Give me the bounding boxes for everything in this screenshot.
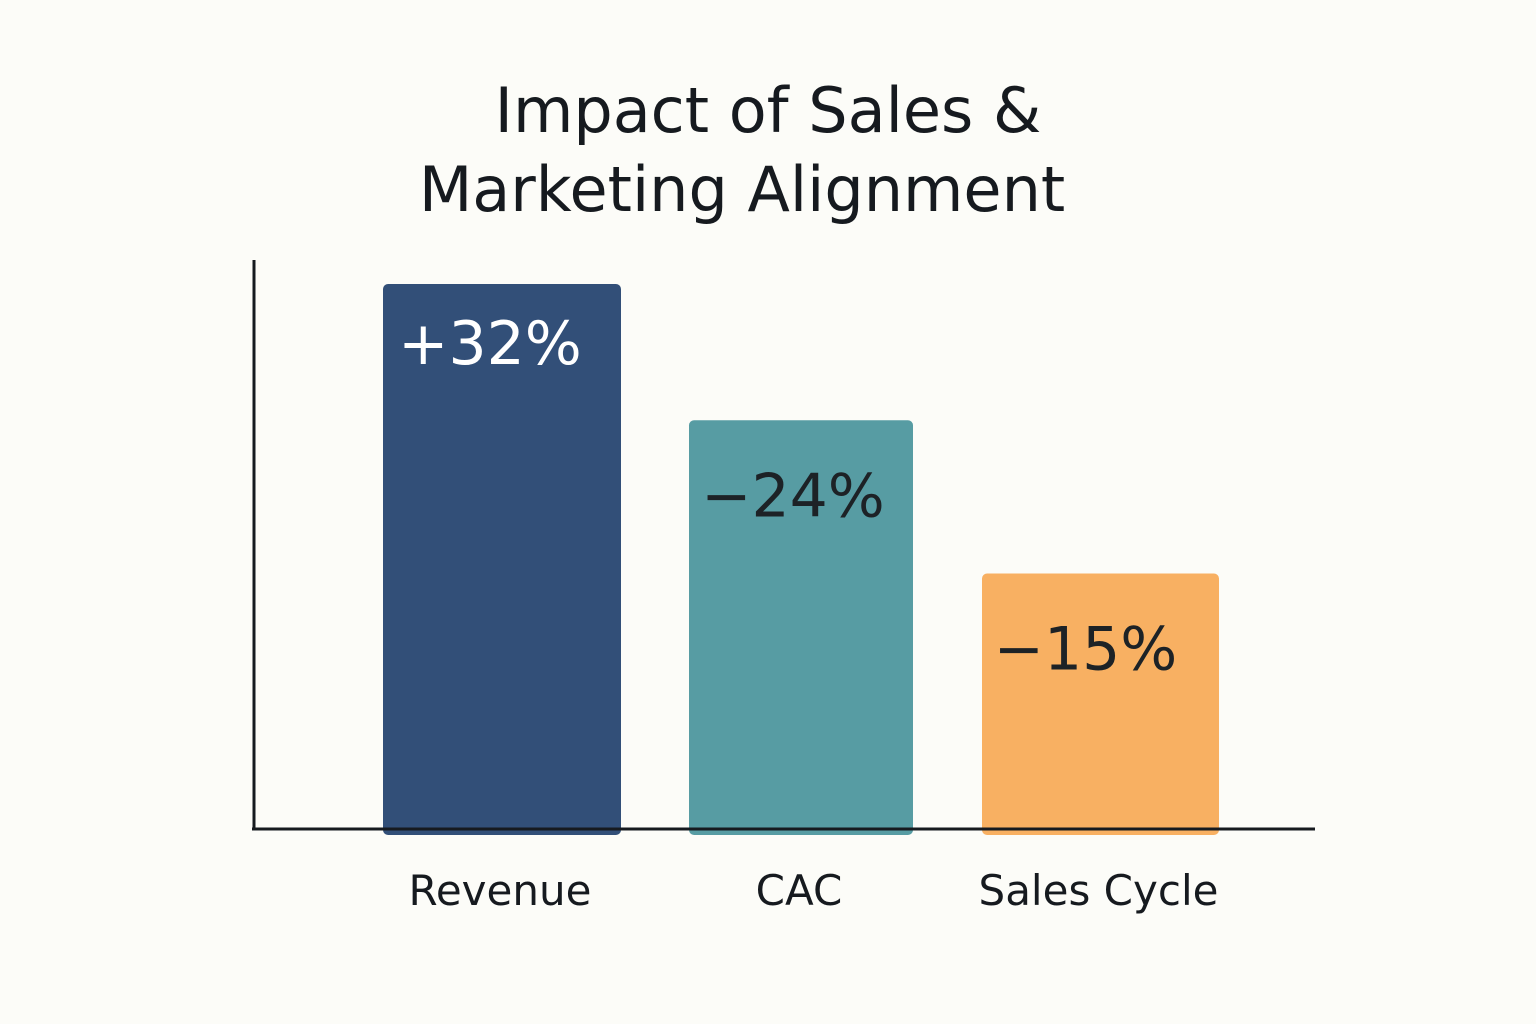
bar-value-label-sales-cycle: −15%: [994, 615, 1178, 685]
bar-value-label-cac: −24%: [701, 461, 885, 531]
category-label-sales-cycle: Sales Cycle: [979, 866, 1219, 915]
bars-group: +32% Revenue −24% CAC −15% Sales Cycle: [383, 284, 1219, 915]
chart-title-line-1: Impact of Sales &: [495, 74, 1042, 147]
bar-sales-cycle: [982, 573, 1219, 835]
category-label-cac: CAC: [756, 866, 843, 915]
bar-value-label-revenue: +32%: [398, 309, 582, 379]
bar-revenue: [383, 284, 621, 835]
category-label-revenue: Revenue: [409, 866, 592, 915]
bar-cac: [689, 420, 913, 835]
chart-title-line-2: Marketing Alignment: [419, 153, 1065, 226]
